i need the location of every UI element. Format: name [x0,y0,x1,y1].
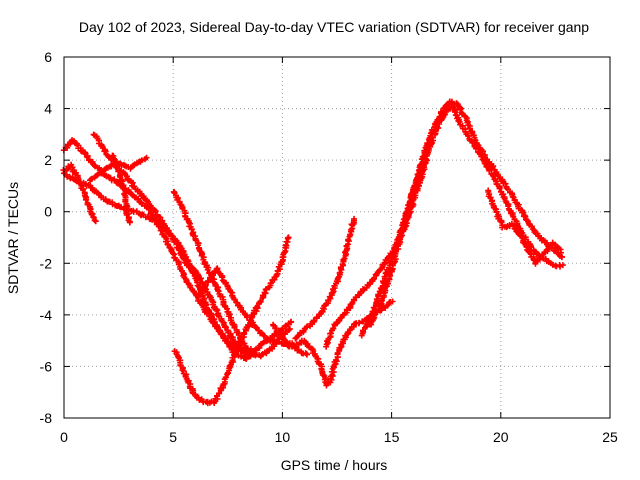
data-point [286,325,293,332]
data-point [427,130,434,137]
series-3 [90,131,257,358]
data-point [502,180,509,187]
series-13 [366,98,566,328]
data-point [170,188,177,195]
series-4 [60,161,99,225]
y-tick-label: -6 [40,358,53,374]
data-point [389,298,396,305]
x-tick-label: 15 [384,429,400,445]
data-point [126,219,133,226]
x-axis-label: GPS time / hours [281,457,388,473]
data-point [283,238,290,245]
data-point [415,175,422,182]
data-point [341,255,348,262]
data-point [92,218,99,225]
x-tick-label: 5 [169,429,177,445]
data-point [557,249,564,256]
series-2 [60,137,254,355]
data-point [227,362,234,369]
grid [64,57,610,418]
data-point [257,298,264,305]
data-point [558,254,565,261]
y-tick-label: -4 [40,307,53,323]
x-tick-label: 0 [60,429,68,445]
data-point [276,329,283,336]
y-tick-label: 6 [44,49,52,65]
data-point [340,256,347,263]
series-15 [485,187,564,267]
data-point [328,330,335,337]
data-point [180,255,187,262]
data-point [83,196,90,203]
series-6 [109,152,133,226]
y-tick-label: 0 [44,204,52,220]
x-tick-label: 20 [493,429,509,445]
axis-ticks: 0 5 10 15 20 25 -8 -6 -4 -2 0 2 4 6 [40,49,618,445]
chart-title: Day 102 of 2023, Sidereal Day-to-day VTE… [79,19,589,35]
data-point [294,333,301,340]
series-11 [292,215,358,342]
data-point [490,163,497,170]
y-tick-label: 2 [44,152,52,168]
data-point [466,125,473,132]
data-point [469,139,476,146]
data-point [91,217,98,224]
data-point [169,250,176,257]
y-tick-label: -2 [40,255,53,271]
data-point [285,234,292,241]
data-point [509,193,516,200]
plot-frame [63,56,611,419]
x-tick-label: 25 [602,429,618,445]
data-point [143,154,150,161]
data-point [143,197,150,204]
data-point [254,303,261,310]
series-14 [358,163,425,339]
data-point [523,217,530,224]
data-point [559,262,566,269]
y-tick-label: -8 [40,410,53,426]
series-8 [171,234,292,407]
data-point [382,270,389,277]
data-point [288,318,295,325]
data-series [60,98,566,407]
y-tick-label: 4 [44,101,52,117]
data-point [138,157,145,164]
y-axis-label: SDTVAR / TECUs [5,182,21,294]
data-point [418,163,425,170]
data-point [355,320,362,327]
data-point [226,363,233,370]
data-point [303,351,310,358]
series-12 [323,100,565,350]
data-point [351,215,358,222]
x-tick-label: 10 [275,429,291,445]
data-point [442,102,449,109]
